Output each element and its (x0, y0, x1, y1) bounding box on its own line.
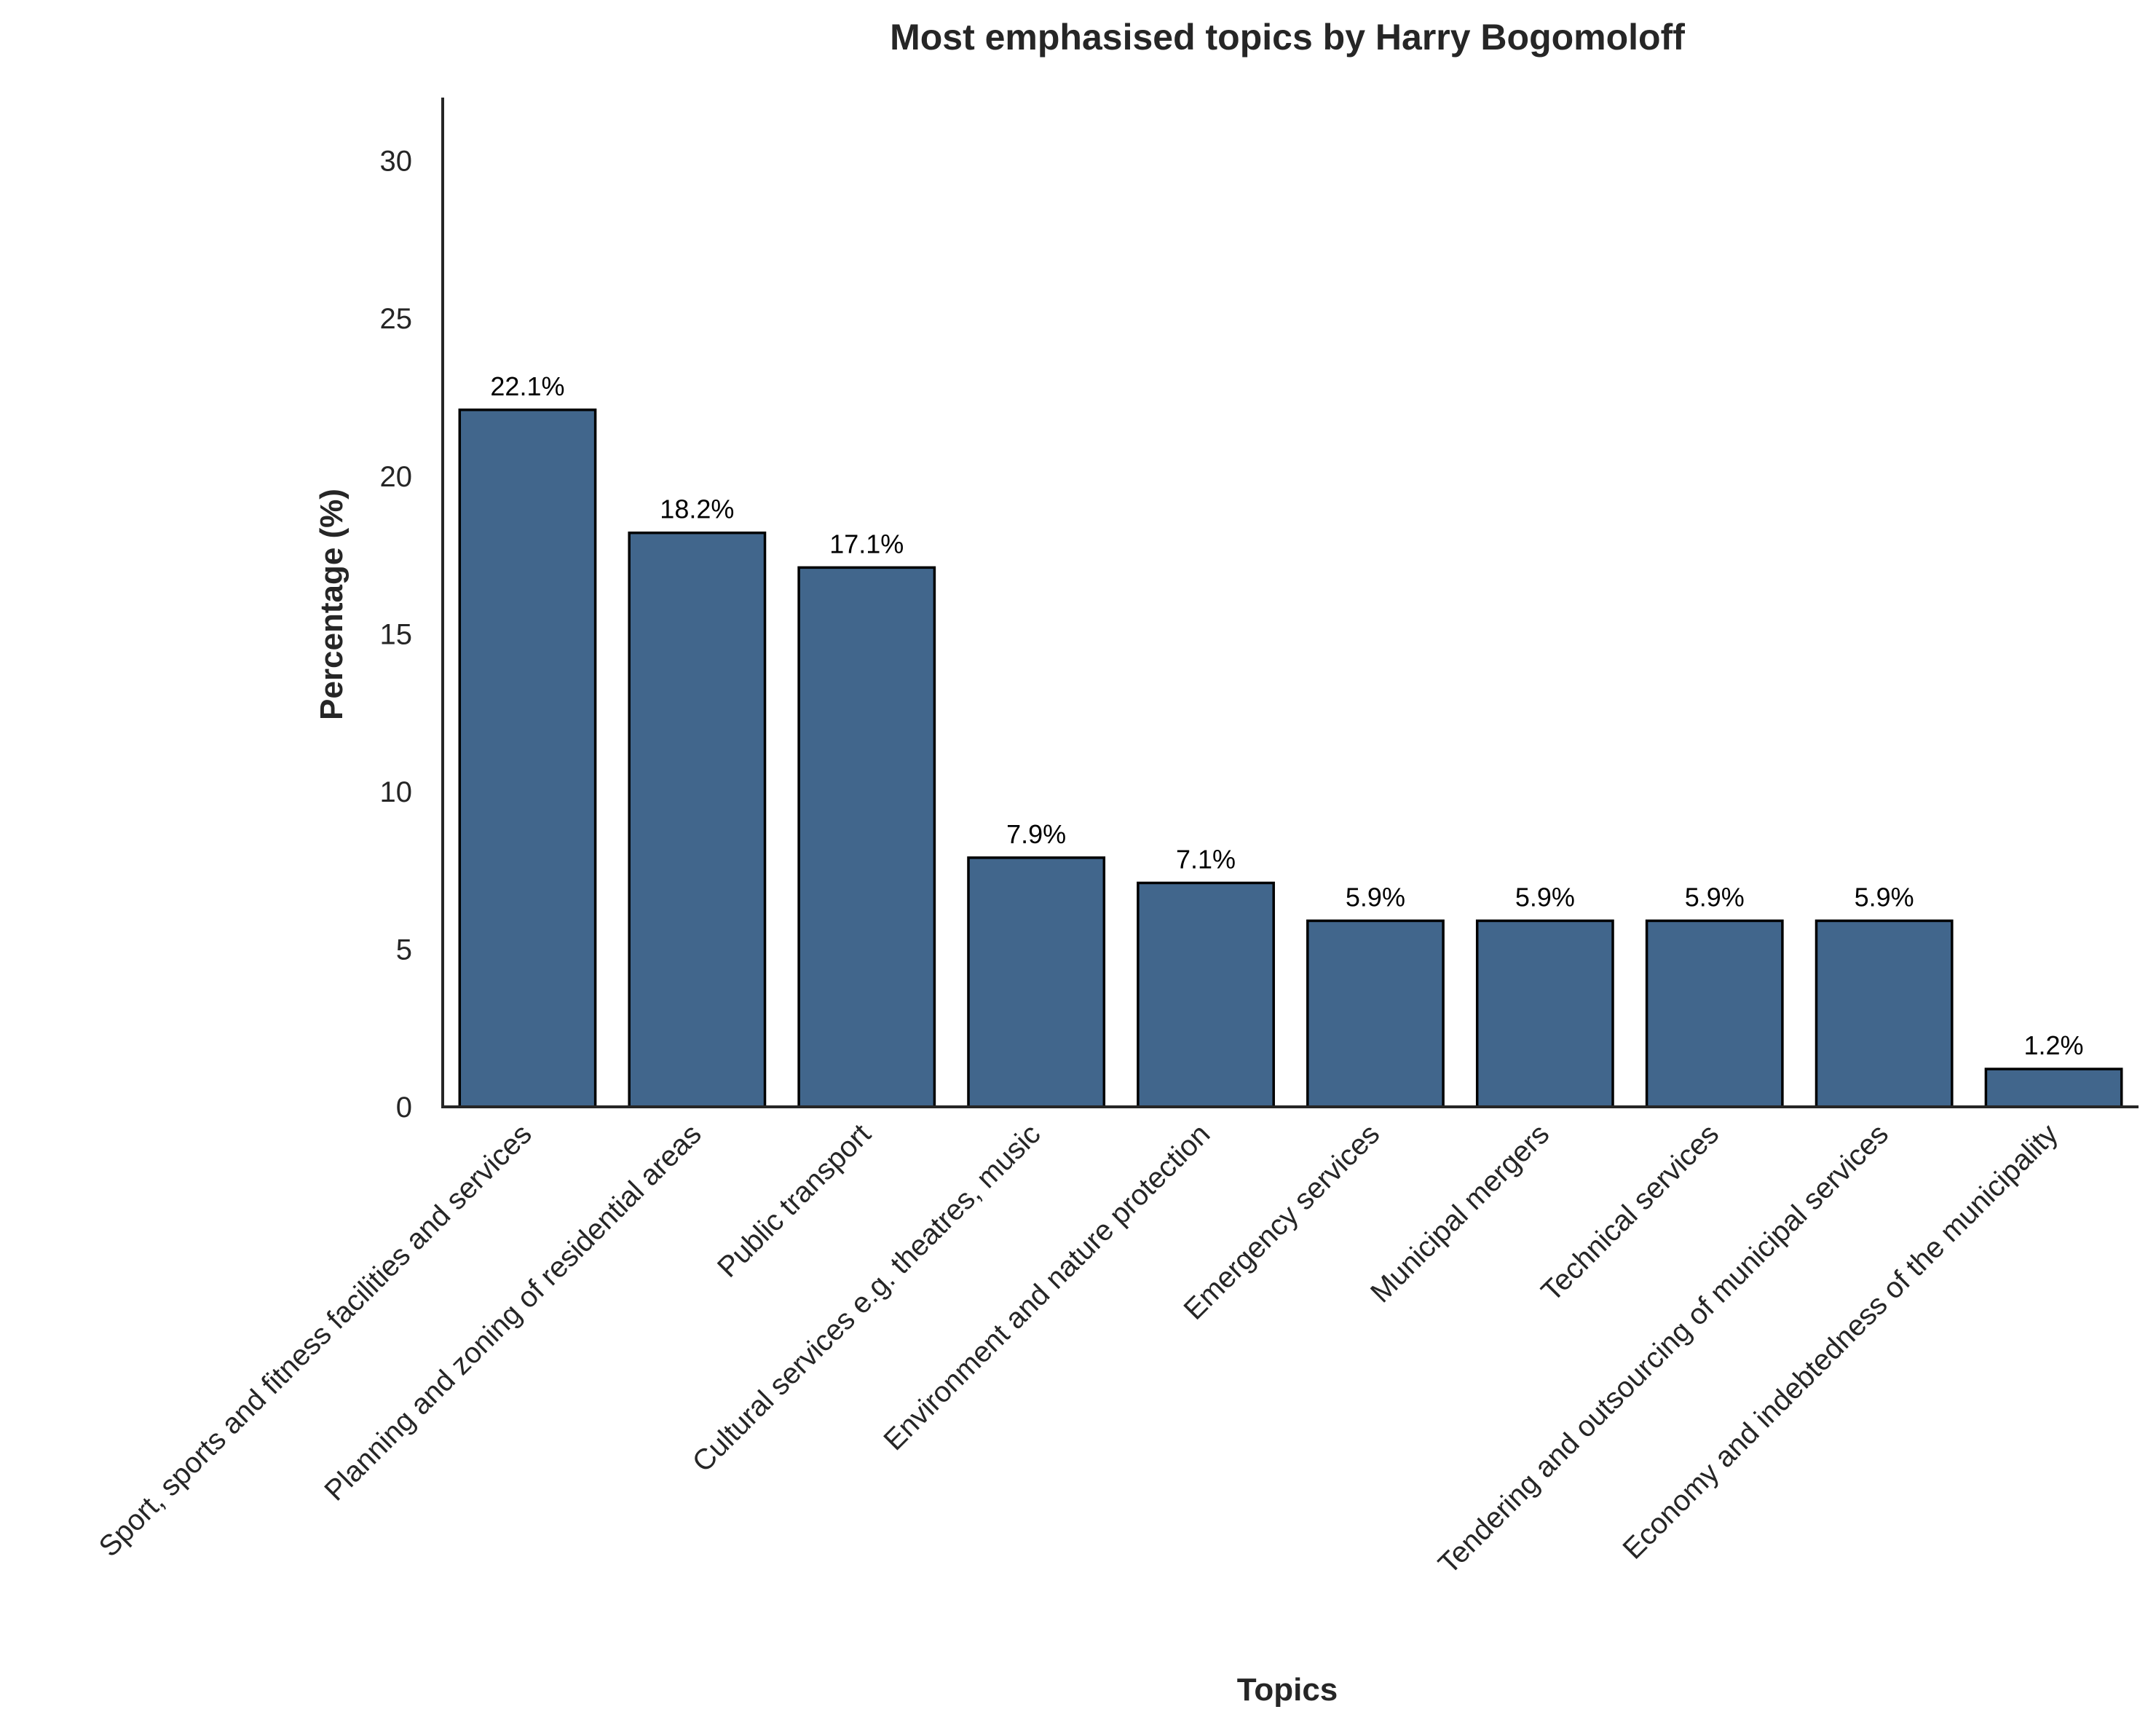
chart-title: Most emphasised topics by Harry Bogomolo… (890, 17, 1685, 58)
bar-value-label: 5.9% (1515, 882, 1575, 912)
y-tick-label: 15 (380, 618, 413, 650)
bar (1984, 1068, 2123, 1108)
bar-value-label: 7.9% (1006, 819, 1066, 849)
bar-labels-layer: 22.1% 18.2% 17.1% 7.9% 7.1% 5.9% 5.9% 5.9% 5.9% 1… (490, 371, 2083, 1060)
bar (1645, 919, 1784, 1108)
x-tick-label: Public transport (711, 1118, 877, 1284)
y-tick-label: 5 (396, 934, 412, 966)
y-tick-label: 25 (380, 303, 413, 335)
y-axis-title: Percentage (%) (314, 489, 350, 720)
y-tick-label: 20 (380, 461, 413, 493)
bar-value-label: 5.9% (1855, 882, 1914, 912)
bar (1475, 919, 1614, 1108)
x-tick-label: Environment and nature protection (877, 1118, 1216, 1456)
x-tick-label: Cultural services e.g. theatres, music (687, 1118, 1047, 1478)
y-axis: 0 5 10 15 20 25 30 (380, 98, 444, 1124)
bar-value-label: 5.9% (1346, 882, 1405, 912)
bar (1306, 919, 1445, 1108)
x-tick-label: Technical services (1535, 1118, 1725, 1308)
bar (628, 531, 767, 1108)
bar (1137, 881, 1275, 1108)
bar-value-label: 22.1% (490, 371, 564, 401)
bar-value-label: 5.9% (1685, 882, 1745, 912)
bar (1815, 919, 1954, 1108)
bar-value-label: 18.2% (660, 494, 734, 524)
bar (458, 409, 597, 1108)
x-tick-label: Planning and zoning of residential areas (318, 1118, 707, 1507)
y-tick-label: 10 (380, 776, 413, 808)
bar-value-label: 1.2% (2024, 1030, 2084, 1060)
bars-layer (458, 409, 2123, 1108)
bar (797, 566, 936, 1108)
bar-value-label: 7.1% (1176, 844, 1236, 874)
bar-value-label: 17.1% (829, 529, 904, 559)
x-axis-title: Topics (1237, 1672, 1338, 1708)
y-tick-label: 30 (380, 146, 413, 178)
x-tick-label: Emergency services (1178, 1118, 1386, 1326)
x-tick-label: Municipal mergers (1365, 1118, 1555, 1309)
x-axis: Sport, sports and fitness facilities and… (93, 1105, 2139, 1580)
bar (967, 856, 1106, 1108)
y-tick-label: 0 (396, 1092, 412, 1124)
